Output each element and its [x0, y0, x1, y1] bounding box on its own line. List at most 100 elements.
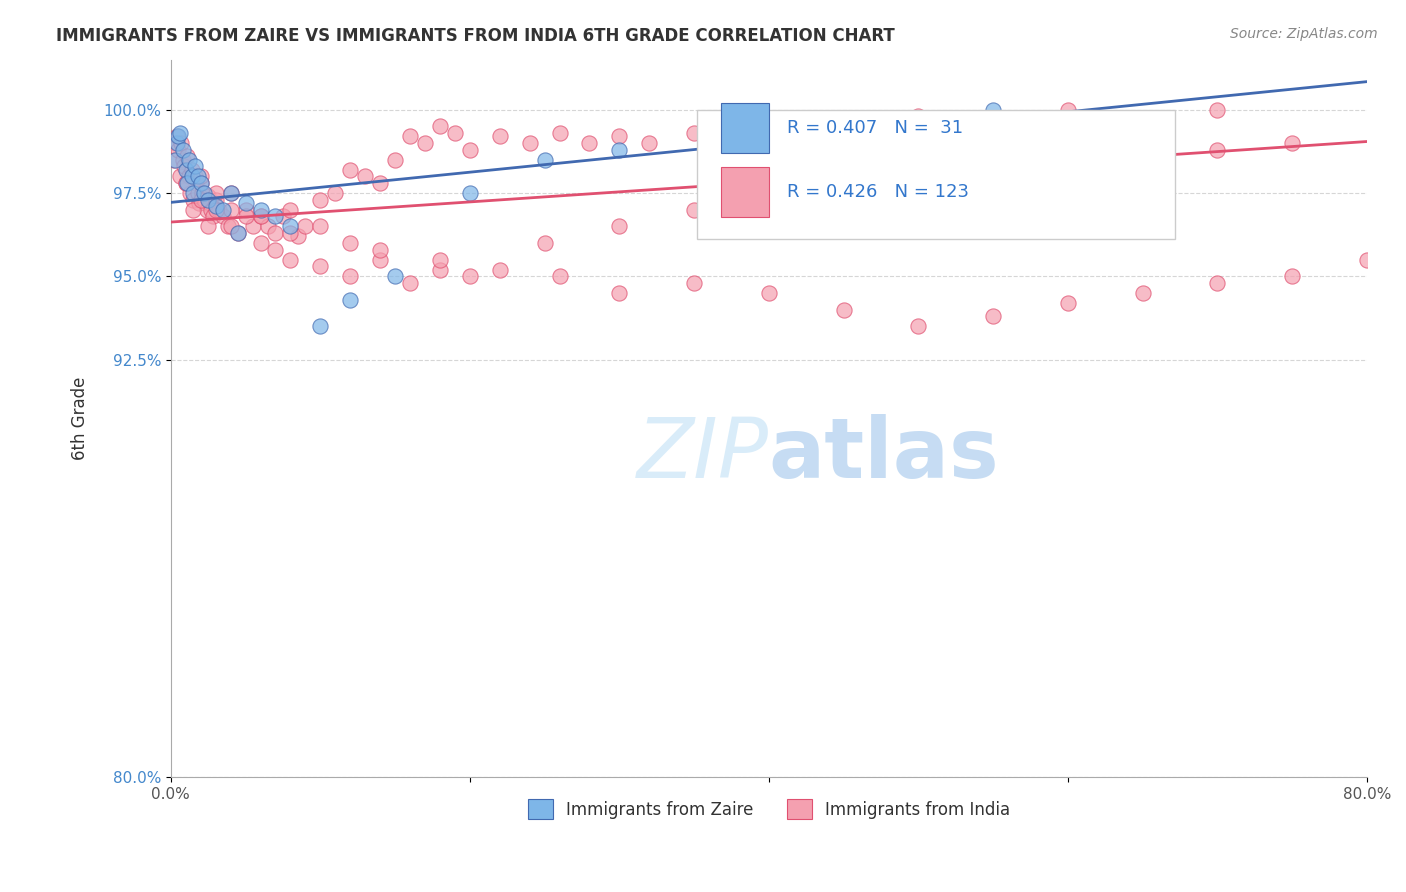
- Point: [429, 120, 451, 134]
- Point: [683, 276, 706, 290]
- Point: [190, 193, 212, 207]
- Point: [1056, 159, 1078, 173]
- Point: [309, 319, 332, 334]
- Point: [204, 193, 226, 207]
- Point: [519, 136, 541, 150]
- Point: [1206, 143, 1229, 157]
- Point: [198, 196, 221, 211]
- Point: [548, 126, 571, 140]
- Point: [339, 293, 361, 307]
- Point: [399, 276, 422, 290]
- Point: [1132, 286, 1154, 301]
- Point: [354, 169, 377, 184]
- Point: [193, 186, 215, 200]
- Point: [339, 162, 361, 177]
- Point: [683, 126, 706, 140]
- Point: [219, 202, 242, 217]
- Point: [758, 129, 780, 144]
- Point: [181, 186, 204, 200]
- Text: R = 0.407   N =  31: R = 0.407 N = 31: [787, 119, 963, 136]
- Point: [194, 196, 217, 211]
- Point: [219, 219, 242, 234]
- Point: [242, 219, 264, 234]
- Point: [181, 193, 204, 207]
- Point: [1132, 153, 1154, 167]
- Point: [578, 136, 600, 150]
- Point: [294, 219, 316, 234]
- Point: [607, 219, 630, 234]
- Point: [212, 210, 235, 224]
- Point: [177, 169, 200, 184]
- Point: [1056, 296, 1078, 310]
- Point: [264, 210, 287, 224]
- Point: [166, 129, 188, 144]
- Point: [444, 126, 467, 140]
- Point: [309, 260, 332, 274]
- Point: [212, 202, 235, 217]
- Point: [339, 236, 361, 251]
- Point: [429, 252, 451, 267]
- Point: [219, 186, 242, 200]
- Point: [309, 193, 332, 207]
- Point: [173, 159, 195, 173]
- Point: [1281, 269, 1303, 284]
- Point: [169, 169, 191, 184]
- Y-axis label: 6th Grade: 6th Grade: [72, 376, 89, 460]
- Point: [176, 176, 198, 190]
- Point: [548, 269, 571, 284]
- Point: [683, 202, 706, 217]
- Point: [488, 129, 510, 144]
- Point: [907, 176, 929, 190]
- Point: [190, 169, 212, 184]
- Text: R = 0.426   N = 123: R = 0.426 N = 123: [787, 183, 969, 202]
- Point: [249, 210, 271, 224]
- Point: [264, 226, 287, 240]
- Point: [309, 219, 332, 234]
- Point: [166, 136, 188, 150]
- Point: [176, 149, 198, 163]
- Point: [180, 162, 202, 177]
- Point: [458, 269, 481, 284]
- Point: [758, 286, 780, 301]
- Text: Source: ZipAtlas.com: Source: ZipAtlas.com: [1230, 27, 1378, 41]
- Point: [184, 159, 207, 173]
- Point: [607, 286, 630, 301]
- Point: [188, 196, 211, 211]
- Point: [174, 176, 197, 190]
- Point: [728, 120, 751, 134]
- Point: [219, 186, 242, 200]
- Point: [368, 252, 391, 267]
- Point: [195, 202, 218, 217]
- Point: [271, 210, 294, 224]
- Point: [368, 176, 391, 190]
- Point: [1206, 276, 1229, 290]
- Point: [429, 262, 451, 277]
- Point: [832, 186, 855, 200]
- Point: [226, 226, 249, 240]
- Point: [758, 193, 780, 207]
- Point: [204, 202, 226, 217]
- Point: [170, 136, 193, 150]
- Point: [413, 136, 436, 150]
- Point: [384, 269, 406, 284]
- Point: [280, 202, 302, 217]
- Point: [832, 120, 855, 134]
- Point: [172, 143, 194, 157]
- Point: [204, 199, 226, 213]
- Point: [458, 186, 481, 200]
- Point: [181, 202, 204, 217]
- Point: [1056, 103, 1078, 117]
- Point: [458, 143, 481, 157]
- Point: [638, 136, 661, 150]
- Point: [165, 153, 187, 167]
- Point: [197, 193, 219, 207]
- Point: [172, 153, 194, 167]
- Point: [193, 193, 215, 207]
- Point: [180, 169, 202, 184]
- Point: [169, 126, 191, 140]
- Point: [384, 153, 406, 167]
- Point: [187, 186, 209, 200]
- Point: [197, 189, 219, 203]
- Point: [174, 162, 197, 177]
- Point: [280, 252, 302, 267]
